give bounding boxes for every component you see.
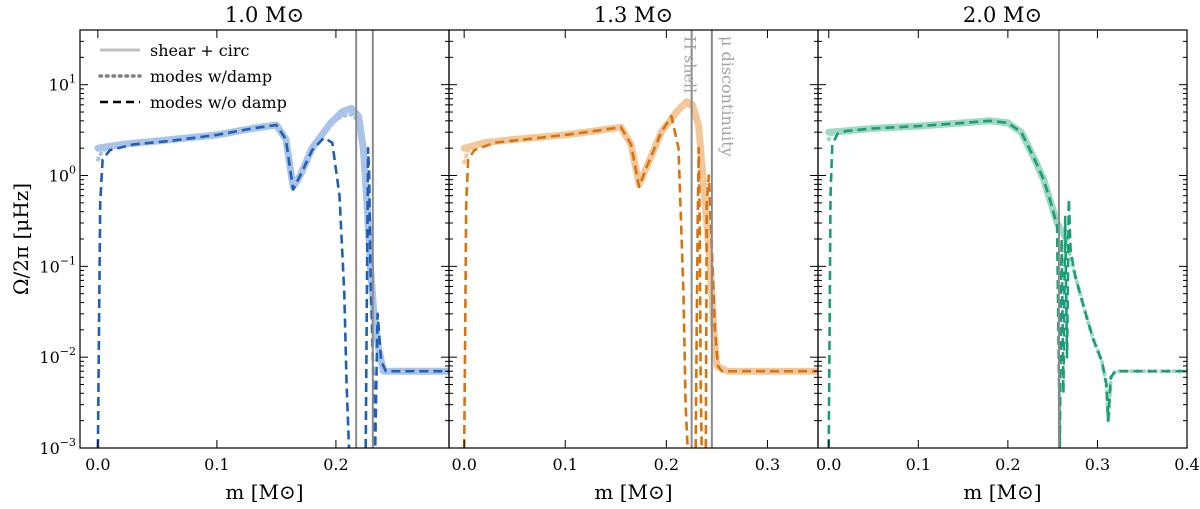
series-modes-w-o-damp xyxy=(462,114,689,448)
x-tick-label: 0.0 xyxy=(85,455,110,474)
x-tick-layer: 0.0 0.1 0.2 0.3 0.4 xyxy=(816,30,1200,474)
panel-1-3-msun: 1.3 M⊙ 0.0 0.1 0.2 0.3 m [M⊙] H shell μ dis… xyxy=(449,3,818,504)
series-modes-w-damp xyxy=(462,102,818,374)
x-tick-layer: 0.0 0.1 0.2 0.3 xyxy=(451,30,780,474)
y-tick-layer xyxy=(80,29,449,449)
panel-1-0-msun: 1.0 M⊙ 0.0 0.1 0.2 m [M⊙] xyxy=(80,3,449,504)
series-modes-w-o-damp-tail xyxy=(704,174,818,448)
x-tick-label: 0.3 xyxy=(1085,455,1110,474)
series-modes-w-damp xyxy=(95,112,449,374)
panel-title: 2.0 M⊙ xyxy=(963,3,1042,27)
y-tick-label: 100 xyxy=(49,164,76,186)
legend-label-shear-circ: shear + circ xyxy=(150,41,249,60)
x-tick-label: 0.1 xyxy=(906,455,931,474)
x-tick-layer: 0.0 0.1 0.2 xyxy=(85,30,349,474)
panel-frame-2 xyxy=(448,29,819,449)
panel-frame-3 xyxy=(817,29,1188,449)
x-tick-label: 0.1 xyxy=(553,455,578,474)
y-tick-layer xyxy=(818,29,1187,449)
series-modes-w-o-damp xyxy=(827,119,1187,448)
y-tick-label: 10−1 xyxy=(39,254,76,276)
x-tick-label: 0.0 xyxy=(451,455,476,474)
series-layer xyxy=(460,98,818,448)
panel-title: 1.3 M⊙ xyxy=(594,3,673,27)
y-axis-tick-labels: 10−3 10−2 10−1 100 101 xyxy=(39,73,76,458)
x-tick-label: 0.2 xyxy=(995,455,1020,474)
mu-discontinuity-annotation: μ discontinuity xyxy=(718,36,737,157)
x-tick-label: 0.2 xyxy=(654,455,679,474)
x-axis-label: m [M⊙] xyxy=(963,480,1041,504)
x-axis-label: m [M⊙] xyxy=(225,480,303,504)
y-tick-label: 10−3 xyxy=(39,436,76,458)
legend-label-modes-without-damping: modes w/o damp xyxy=(150,93,287,112)
vline-layer xyxy=(355,30,374,448)
legend: shear + circ modes w/damp modes w/o damp xyxy=(98,41,287,112)
series-layer xyxy=(825,117,1187,448)
x-tick-label: 0.2 xyxy=(323,455,348,474)
x-tick-label: 0.3 xyxy=(755,455,780,474)
panel-2-0-msun: 2.0 M⊙ 0.0 0.1 0.2 0.3 0.4 m [M⊙] xyxy=(816,3,1200,504)
series-modes-w-damp xyxy=(826,118,1187,423)
x-tick-label: 0.4 xyxy=(1174,455,1199,474)
x-axis-label: m [M⊙] xyxy=(594,480,672,504)
panel-title: 1.0 M⊙ xyxy=(225,3,304,27)
series-shear-circ xyxy=(825,117,1070,243)
h-shell-annotation: H shell xyxy=(681,36,700,93)
legend-label-modes-with-damping: modes w/damp xyxy=(150,67,272,86)
series-modes-w-o-damp xyxy=(96,123,351,448)
y-axis-label: Ω/2π [μHz] xyxy=(9,183,33,295)
series-shear-circ xyxy=(460,98,818,375)
y-tick-layer xyxy=(449,29,818,449)
series-layer xyxy=(94,104,449,448)
y-tick-label: 101 xyxy=(49,73,76,95)
series-shear-circ xyxy=(94,104,449,375)
series-modes-w-o-damp-spike xyxy=(694,146,703,448)
x-tick-label: 0.1 xyxy=(204,455,229,474)
series-modes-w-o-damp-spike xyxy=(364,146,449,448)
y-tick-label: 10−2 xyxy=(39,345,76,367)
vline-layer xyxy=(690,30,713,448)
x-tick-label: 0.0 xyxy=(816,455,841,474)
